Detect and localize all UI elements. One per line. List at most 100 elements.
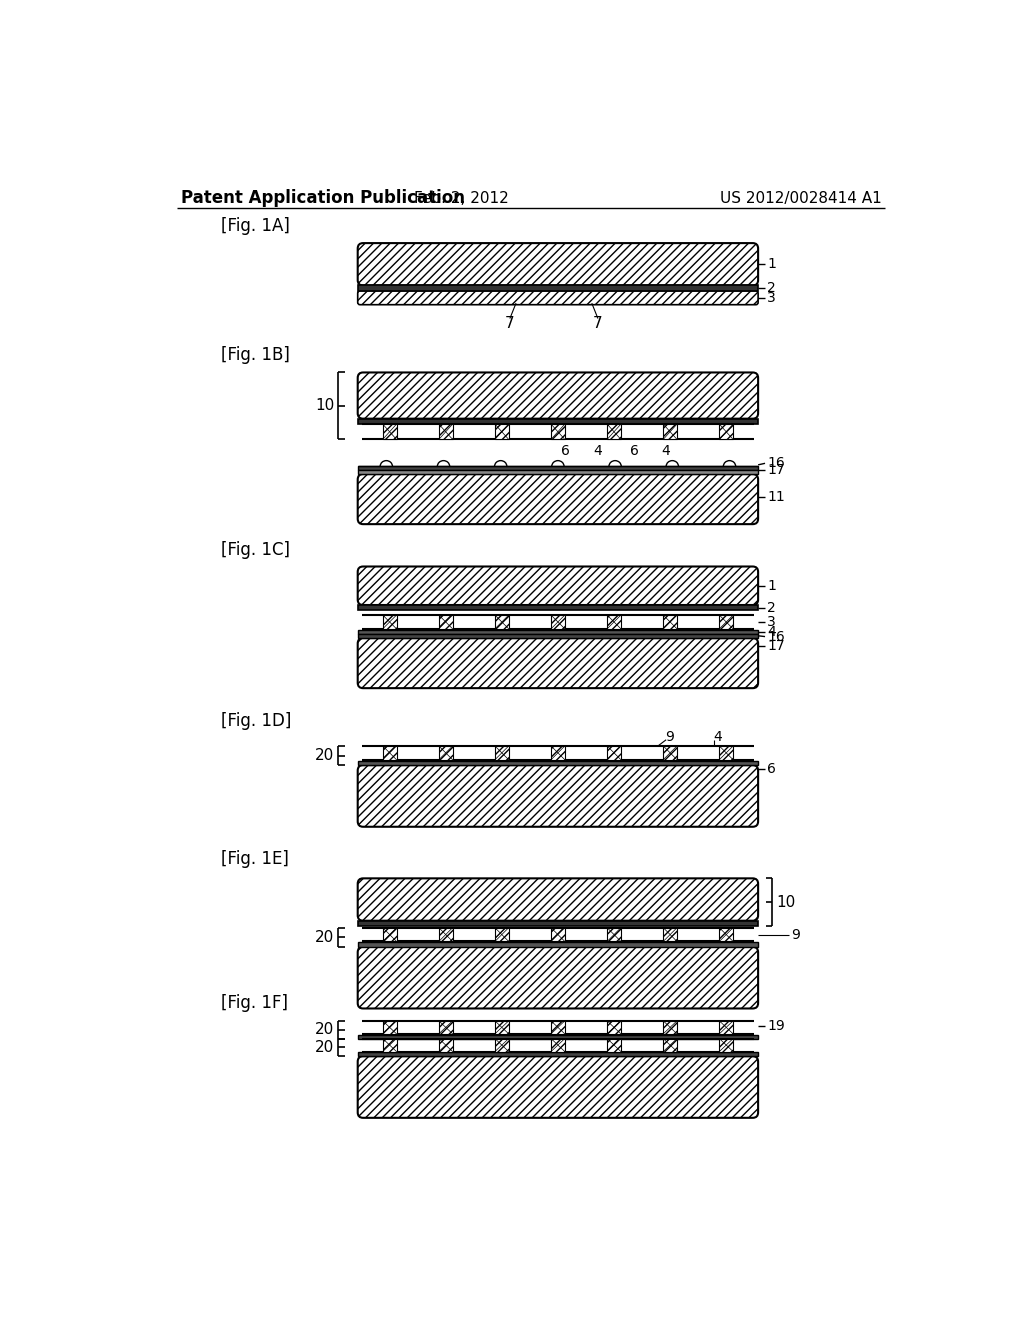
Text: 6: 6 — [561, 444, 570, 458]
Bar — [551, 615, 565, 628]
Bar — [383, 928, 396, 941]
Bar — [719, 1039, 733, 1052]
Bar — [607, 746, 621, 760]
Bar — [383, 746, 396, 760]
Text: [Fig. 1B]: [Fig. 1B] — [221, 346, 290, 364]
Text: 2: 2 — [767, 601, 776, 615]
Bar — [357, 285, 758, 290]
Bar — [495, 424, 509, 440]
Bar — [438, 1039, 453, 1052]
Text: 20: 20 — [315, 748, 335, 763]
Text: 6: 6 — [630, 444, 638, 458]
Text: 4: 4 — [662, 444, 671, 458]
Bar — [607, 928, 621, 941]
Bar — [357, 921, 758, 927]
Bar — [719, 928, 733, 941]
Text: Patent Application Publication: Patent Application Publication — [180, 190, 465, 207]
Text: 4: 4 — [767, 626, 776, 639]
Text: Feb. 2, 2012: Feb. 2, 2012 — [415, 191, 509, 206]
Text: 9: 9 — [792, 928, 800, 941]
Bar — [664, 615, 677, 628]
Bar — [495, 746, 509, 760]
Text: 20: 20 — [315, 1022, 335, 1038]
Text: [Fig. 1D]: [Fig. 1D] — [221, 711, 292, 730]
Bar — [357, 418, 758, 424]
Text: 4: 4 — [594, 444, 602, 458]
Bar — [383, 615, 396, 628]
Text: [Fig. 1F]: [Fig. 1F] — [221, 994, 289, 1012]
Bar — [357, 635, 758, 638]
Bar — [495, 1020, 509, 1034]
Bar — [357, 466, 758, 470]
Text: [Fig. 1E]: [Fig. 1E] — [221, 850, 290, 869]
Bar — [357, 605, 758, 610]
Text: 3: 3 — [767, 290, 776, 305]
Bar — [357, 760, 758, 766]
Bar — [719, 424, 733, 440]
Bar — [607, 1039, 621, 1052]
Bar — [438, 615, 453, 628]
Text: 1: 1 — [767, 257, 776, 272]
Bar — [495, 928, 509, 941]
Text: 16: 16 — [767, 630, 785, 644]
Bar — [664, 424, 677, 440]
Bar — [383, 424, 396, 440]
Bar — [551, 424, 565, 440]
Bar — [607, 424, 621, 440]
Text: 20: 20 — [315, 929, 335, 945]
FancyBboxPatch shape — [357, 243, 758, 285]
Text: 3: 3 — [767, 615, 776, 628]
Text: 10: 10 — [776, 895, 795, 909]
Bar — [383, 1039, 396, 1052]
Bar — [719, 615, 733, 628]
FancyBboxPatch shape — [357, 290, 758, 305]
Bar — [438, 1020, 453, 1034]
Text: 7: 7 — [505, 317, 515, 331]
Text: 10: 10 — [315, 399, 335, 413]
Bar — [607, 615, 621, 628]
Bar — [438, 928, 453, 941]
Text: 4: 4 — [714, 730, 723, 743]
Text: 2: 2 — [767, 281, 776, 296]
FancyBboxPatch shape — [357, 766, 758, 826]
Bar — [383, 1020, 396, 1034]
Bar — [357, 631, 758, 635]
Text: 9: 9 — [666, 730, 675, 743]
Bar — [664, 746, 677, 760]
FancyBboxPatch shape — [357, 1056, 758, 1118]
Bar — [719, 746, 733, 760]
Bar — [438, 746, 453, 760]
Bar — [664, 1020, 677, 1034]
Bar — [551, 746, 565, 760]
Text: [Fig. 1A]: [Fig. 1A] — [221, 218, 290, 235]
Bar — [357, 470, 758, 474]
Text: US 2012/0028414 A1: US 2012/0028414 A1 — [720, 191, 882, 206]
Bar — [495, 615, 509, 628]
Text: 19: 19 — [767, 1019, 785, 1032]
Text: 20: 20 — [315, 1040, 335, 1055]
Bar — [357, 1035, 758, 1039]
Text: 17: 17 — [767, 463, 785, 478]
Bar — [664, 1039, 677, 1052]
Bar — [495, 1039, 509, 1052]
Bar — [438, 424, 453, 440]
Text: 17: 17 — [767, 639, 785, 653]
Text: [Fig. 1C]: [Fig. 1C] — [221, 541, 291, 558]
Bar — [551, 1039, 565, 1052]
FancyBboxPatch shape — [357, 566, 758, 605]
Bar — [607, 1020, 621, 1034]
Bar — [357, 1052, 758, 1056]
Text: 11: 11 — [767, 490, 785, 504]
FancyBboxPatch shape — [357, 878, 758, 921]
Bar — [551, 928, 565, 941]
Text: 1: 1 — [767, 578, 776, 593]
Text: 16: 16 — [767, 457, 785, 470]
Bar — [664, 928, 677, 941]
FancyBboxPatch shape — [357, 638, 758, 688]
FancyBboxPatch shape — [357, 474, 758, 524]
FancyBboxPatch shape — [357, 372, 758, 418]
Text: 7: 7 — [593, 317, 603, 331]
Text: 6: 6 — [767, 762, 776, 776]
Bar — [551, 1020, 565, 1034]
Bar — [719, 1020, 733, 1034]
